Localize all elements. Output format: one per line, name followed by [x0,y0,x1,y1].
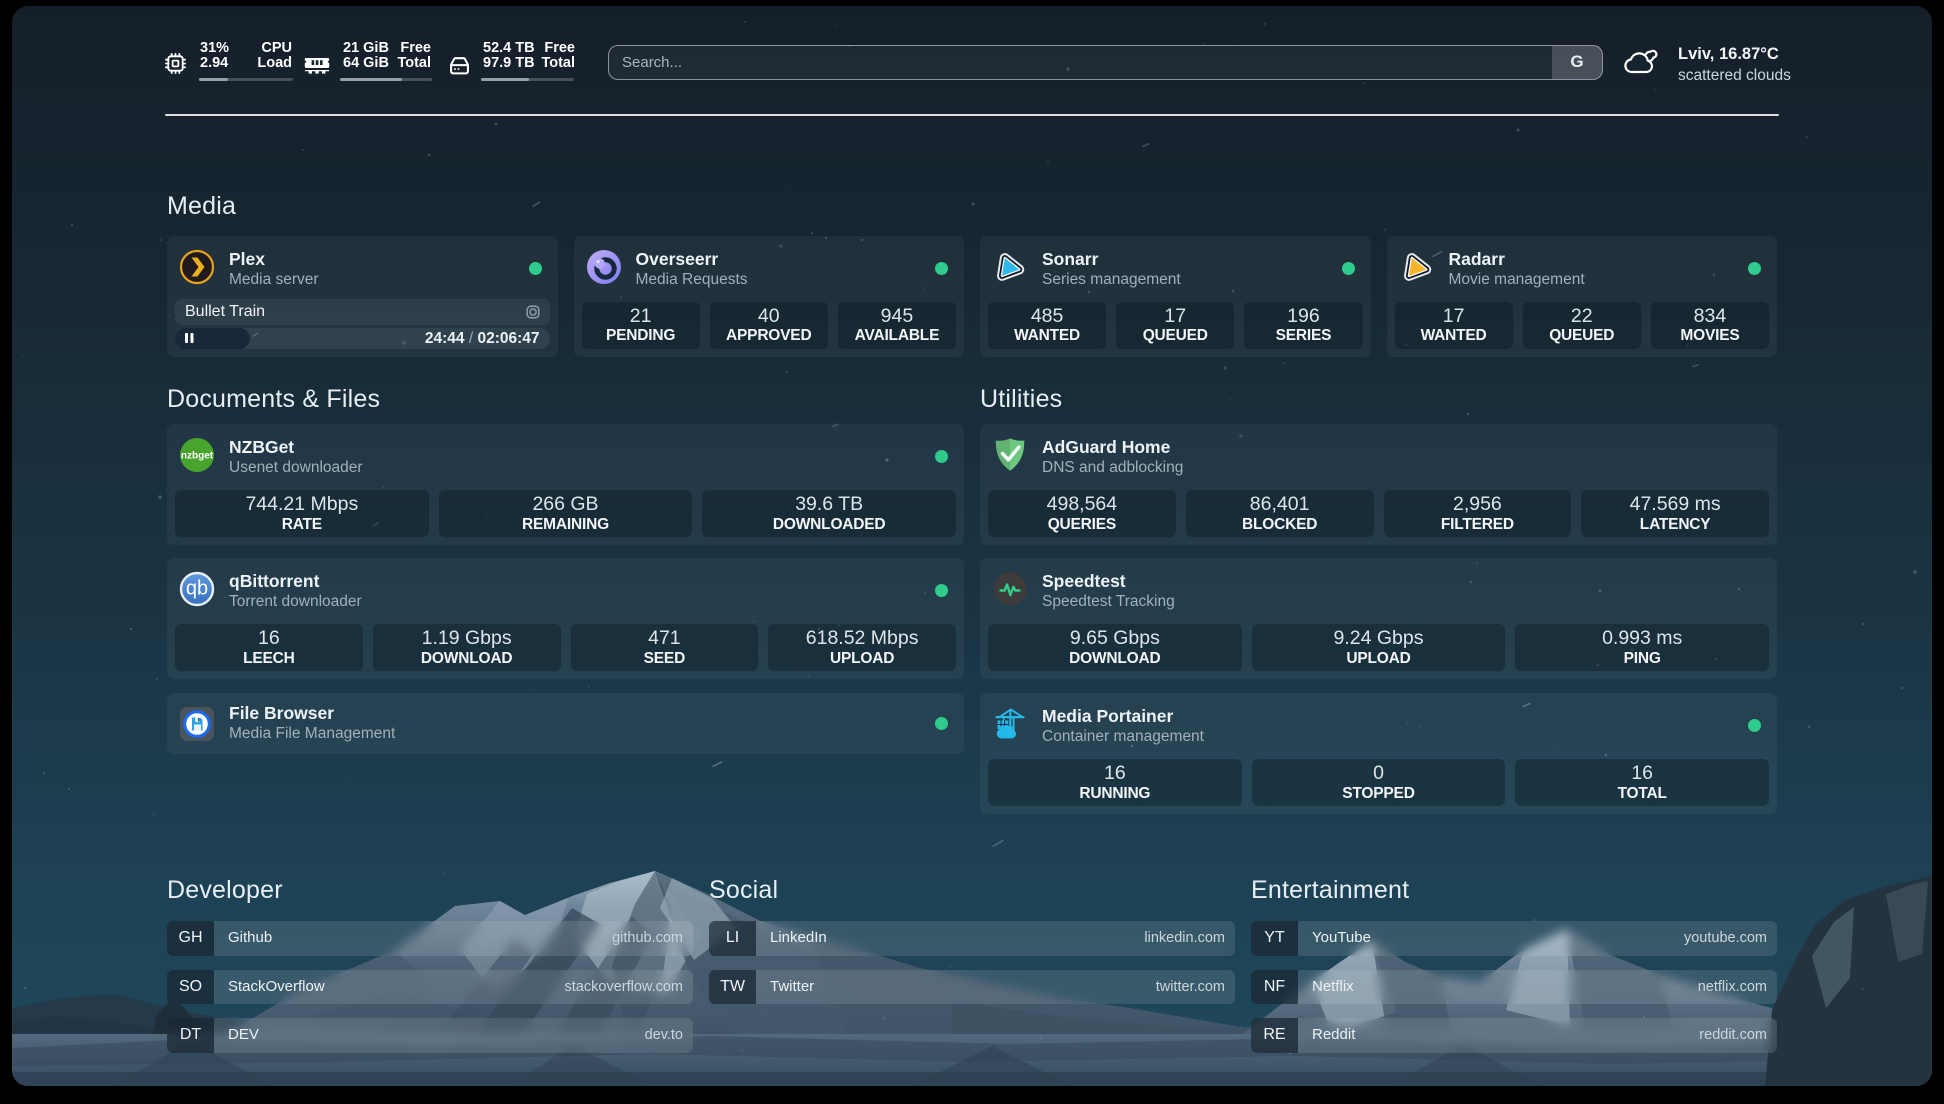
svg-text:qb: qb [186,578,208,600]
svg-text:nzbget: nzbget [181,451,214,462]
